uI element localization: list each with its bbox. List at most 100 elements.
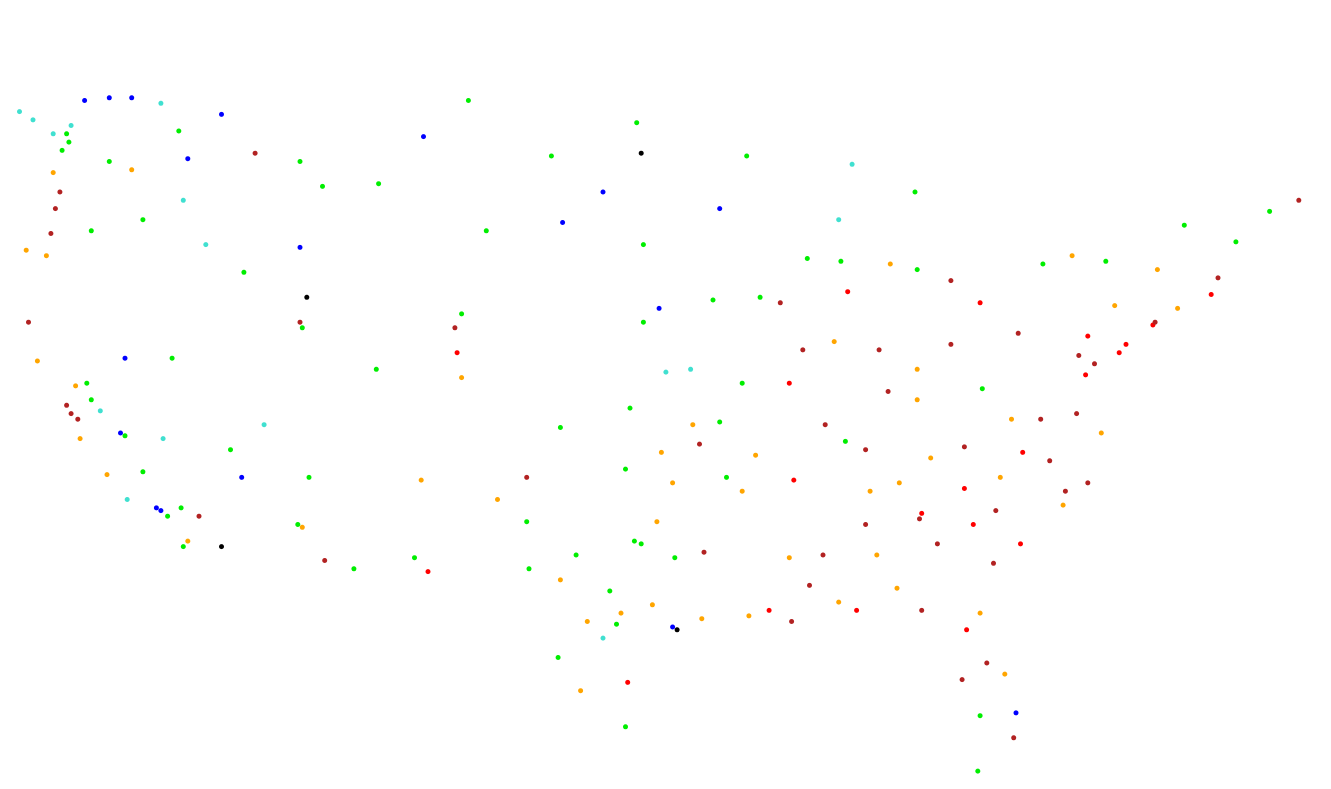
map-point <box>241 269 247 275</box>
map-point <box>412 555 417 561</box>
map-point <box>88 228 94 234</box>
map-point <box>623 724 628 730</box>
map-point <box>874 552 880 558</box>
map-point <box>670 480 676 486</box>
map-point <box>836 599 842 605</box>
map-point <box>306 474 312 480</box>
map-point <box>1154 267 1160 273</box>
map-point <box>854 607 860 613</box>
map-point <box>1175 305 1181 311</box>
map-point <box>1015 330 1021 336</box>
map-point <box>185 156 191 162</box>
map-point <box>97 408 103 414</box>
map-point <box>654 519 660 525</box>
map-point <box>724 474 729 480</box>
map-point <box>48 231 54 236</box>
map-point <box>1038 416 1044 422</box>
map-point <box>180 197 186 203</box>
map-point <box>984 660 990 666</box>
map-point <box>791 477 797 483</box>
map-point <box>914 366 920 372</box>
map-point <box>351 566 357 572</box>
map-point <box>885 389 891 394</box>
map-point <box>822 422 828 428</box>
map-point <box>77 436 83 442</box>
map-point <box>26 319 31 325</box>
map-point <box>483 228 489 234</box>
map-point <box>228 447 233 453</box>
map-point <box>1040 261 1046 267</box>
map-point <box>975 768 981 774</box>
map-point <box>623 466 628 472</box>
map-point <box>239 474 245 480</box>
map-point <box>165 513 171 519</box>
map-point <box>295 522 301 527</box>
map-point <box>104 472 110 478</box>
map-point <box>452 325 458 331</box>
map-point <box>1011 735 1017 741</box>
map-point <box>766 607 772 613</box>
map-point <box>304 294 310 300</box>
map-point <box>600 189 606 195</box>
map-point <box>322 558 328 563</box>
map-point <box>75 416 81 422</box>
map-point <box>991 560 996 566</box>
map-point <box>178 505 184 511</box>
map-point <box>1013 710 1019 716</box>
map-point <box>185 538 191 544</box>
map-point <box>717 206 723 212</box>
map-point <box>896 480 902 486</box>
map-point <box>252 150 258 156</box>
map-point <box>1060 502 1066 508</box>
map-point <box>160 436 166 442</box>
map-point <box>634 120 640 126</box>
map-point <box>699 616 705 622</box>
map-point <box>688 366 694 372</box>
map-point <box>1074 411 1080 417</box>
map-point <box>30 117 36 123</box>
map-point <box>1098 430 1104 436</box>
map-point <box>831 339 837 345</box>
map-point <box>997 474 1003 480</box>
map-point <box>129 167 135 173</box>
map-point <box>169 355 175 361</box>
map-point <box>43 253 49 259</box>
map-point <box>977 713 983 719</box>
map-point <box>744 153 750 159</box>
map-point <box>1208 292 1214 297</box>
map-point <box>82 98 88 103</box>
map-point <box>970 522 976 527</box>
map-point <box>59 147 65 153</box>
map-point <box>158 508 164 514</box>
map-point <box>584 619 590 624</box>
map-point <box>1103 258 1109 264</box>
map-point <box>757 294 763 300</box>
map-point <box>153 505 159 511</box>
map-point <box>710 297 716 303</box>
map-point <box>106 95 112 101</box>
map-point <box>1002 671 1008 677</box>
map-point <box>64 131 70 137</box>
map-point <box>1181 222 1187 228</box>
map-point <box>919 510 925 516</box>
map-point <box>88 397 94 403</box>
map-point <box>129 95 135 101</box>
map-point <box>495 497 500 502</box>
map-point <box>50 170 56 176</box>
map-point <box>64 402 70 408</box>
map-point <box>786 380 792 386</box>
map-point <box>555 655 561 660</box>
map-point <box>557 425 563 430</box>
map-point <box>739 380 745 386</box>
map-point <box>863 447 869 453</box>
map-point <box>739 488 745 494</box>
map-point <box>631 538 637 544</box>
map-point <box>842 438 848 444</box>
map-point <box>717 419 723 425</box>
map-point <box>425 569 431 575</box>
map-point <box>948 278 954 284</box>
map-point <box>68 123 74 128</box>
map-point <box>934 541 940 547</box>
map-point <box>820 552 826 558</box>
map-point <box>625 679 631 685</box>
